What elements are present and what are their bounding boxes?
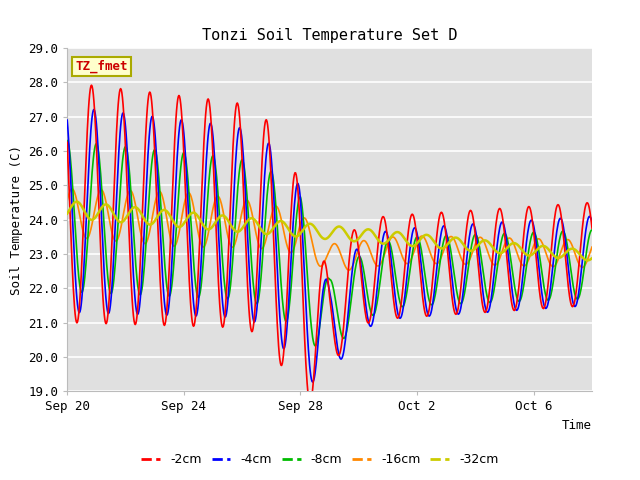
Y-axis label: Soil Temperature (C): Soil Temperature (C) [10, 144, 22, 295]
Text: TZ_fmet: TZ_fmet [75, 60, 127, 73]
Legend: -2cm, -4cm, -8cm, -16cm, -32cm: -2cm, -4cm, -8cm, -16cm, -32cm [136, 448, 504, 471]
X-axis label: Time: Time [562, 419, 592, 432]
Title: Tonzi Soil Temperature Set D: Tonzi Soil Temperature Set D [202, 28, 458, 43]
